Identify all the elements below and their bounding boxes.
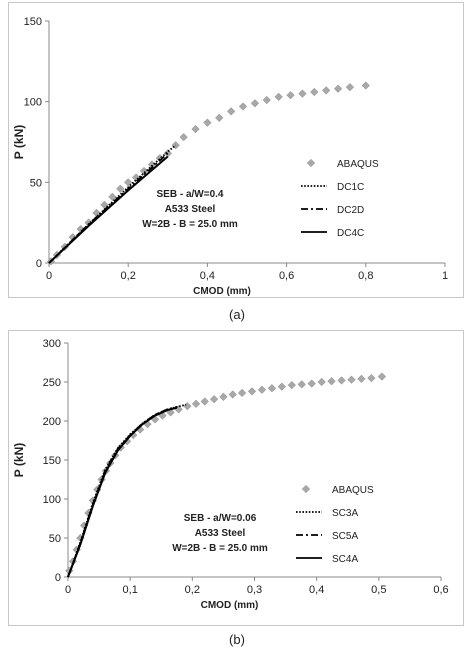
abaqus-point [298, 89, 307, 98]
abaqus-point [203, 118, 212, 127]
abaqus-point [257, 385, 267, 394]
abaqus-point [238, 102, 248, 111]
abaqus-point [227, 107, 236, 116]
abaqus-point [108, 192, 117, 202]
abaqus-point [274, 92, 283, 101]
chart-annotation: A533 Steel [195, 528, 246, 539]
abaqus-point [333, 84, 343, 93]
chart-b-svg: 0 0,1 0,2 0,3 0,4 0,5 0,6 0 50 100 150 200 250 300 CMO… [12, 338, 449, 611]
abaqus-point [367, 373, 376, 383]
abaqus-point [322, 86, 331, 95]
y-tick-label: 50 [30, 177, 42, 189]
abaqus-point [327, 377, 336, 386]
legend-marker [301, 484, 311, 494]
abaqus-point [277, 382, 287, 391]
series-line-dc1c [48, 144, 177, 264]
abaqus-point [297, 380, 306, 389]
x-tick-label: 0,2 [121, 270, 136, 282]
legend-label: DC4C [337, 228, 364, 239]
abaqus-point [250, 99, 260, 108]
abaqus-point [267, 384, 277, 393]
abaqus-point [183, 402, 192, 411]
x-axis-label: CMOD (mm) [193, 286, 251, 297]
abaqus-point [209, 395, 219, 404]
abaqus-point [262, 95, 271, 105]
y-tick-label: 100 [43, 494, 61, 506]
abaqus-point [191, 399, 201, 408]
legend-marker [306, 158, 316, 168]
abaqus-point [361, 81, 370, 90]
x-tick-label: 1 [442, 270, 448, 282]
legend-label: SC4A [332, 554, 358, 565]
abaqus-point [286, 91, 295, 100]
chart-b-caption: (b) [229, 632, 245, 647]
abaqus-point [317, 377, 326, 387]
y-tick-label: 150 [43, 455, 61, 467]
abaqus-point [377, 372, 387, 381]
y-axis-label: P (kN) [12, 125, 26, 159]
y-tick-label: 300 [43, 338, 61, 350]
abaqus-point [345, 82, 355, 92]
series-line-dc4c [48, 155, 169, 264]
y-tick-label: 200 [43, 416, 61, 428]
abaqus-point [179, 133, 188, 142]
legend-label: SC3A [332, 508, 358, 519]
x-tick-label: 0,2 [185, 584, 200, 596]
x-axis-label: CMOD (mm) [201, 600, 259, 611]
abaqus-point [310, 87, 319, 97]
series-line-sc4a [67, 406, 178, 578]
abaqus-point [200, 397, 209, 406]
x-tick-label: 0,4 [309, 584, 324, 596]
series-line-dc2d [48, 152, 169, 264]
legend-label: DC1C [337, 182, 364, 193]
legend-label: ABAQUS [337, 159, 379, 170]
x-tick-label: 0,6 [433, 584, 448, 596]
abaqus-point [247, 387, 257, 396]
x-tick-label: 0,4 [200, 270, 215, 282]
chart-annotation: SEB - a/W=0.4 [157, 189, 224, 200]
chart-a-caption: (a) [229, 307, 245, 322]
x-tick-label: 0 [46, 270, 52, 282]
abaqus-point [166, 408, 175, 417]
abaqus-point [155, 153, 165, 163]
x-tick-label: 0,8 [358, 270, 373, 282]
y-tick-label: 150 [24, 16, 42, 28]
x-tick-label: 0 [65, 584, 71, 596]
legend-label: DC2D [337, 205, 364, 216]
abaqus-point [357, 374, 366, 384]
abaqus-point [337, 376, 346, 385]
x-tick-label: 0,1 [123, 584, 138, 596]
chart-panel-a: 0 0,2 0,4 0,6 0,8 1 0 50 100 150 CMOD (mm) P (kN) AB… [8, 2, 464, 298]
chart-a-svg: 0 0,2 0,4 0,6 0,8 1 0 50 100 150 CMOD (mm) P (kN) AB… [12, 16, 448, 297]
abaqus-point [116, 184, 125, 193]
x-tick-label: 0,5 [371, 584, 386, 596]
series-line-sc3a [67, 403, 187, 578]
x-tick-label: 0,3 [247, 584, 262, 596]
y-tick-label: 250 [43, 377, 61, 389]
y-tick-label: 0 [55, 572, 61, 584]
y-tick-label: 0 [36, 258, 42, 270]
chart-annotation: A533 Steel [165, 204, 216, 215]
abaqus-point [307, 379, 316, 388]
series-line-sc5a [67, 406, 178, 578]
abaqus-point [215, 113, 224, 122]
x-tick-label: 0,6 [279, 270, 294, 282]
abaqus-point [131, 173, 141, 182]
y-axis-label: P (kN) [12, 443, 26, 477]
abaqus-point [237, 388, 247, 398]
chart-annotation: W=2B - B = 25.0 mm [142, 219, 238, 230]
abaqus-point [219, 392, 228, 401]
abaqus-point [191, 124, 200, 134]
abaqus-point [347, 375, 356, 384]
chart-annotation: SEB - a/W=0.06 [184, 513, 257, 524]
legend-label: SC5A [332, 531, 358, 542]
legend-label: ABAQUS [332, 485, 374, 496]
chart-annotation: W=2B - B = 25.0 mm [172, 543, 268, 554]
y-tick-label: 100 [24, 97, 42, 109]
y-tick-label: 50 [49, 533, 61, 545]
chart-panel-b: 0 0,1 0,2 0,3 0,4 0,5 0,6 0 50 100 150 200 250 300 CMO… [8, 330, 464, 626]
abaqus-point [287, 380, 296, 390]
abaqus-point [228, 390, 237, 399]
